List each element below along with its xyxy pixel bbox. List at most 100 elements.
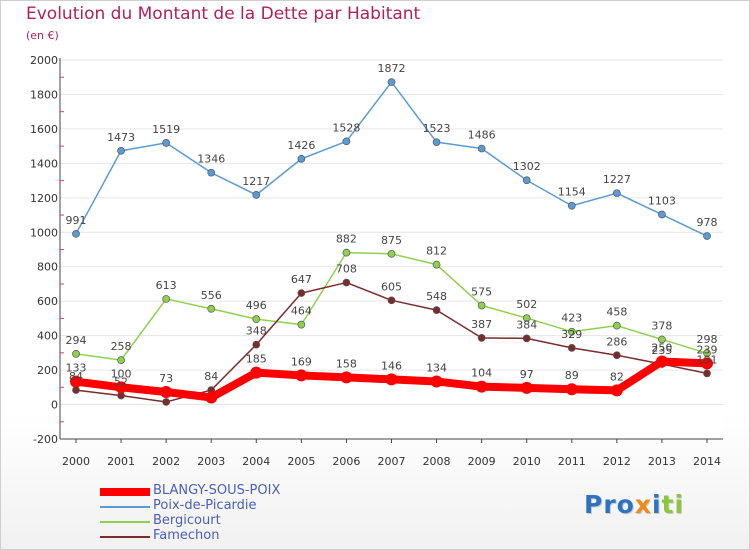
legend-swatch [100,536,150,538]
data-label-famechon: 286 [606,335,627,348]
data-label-bergicourt: 458 [606,306,627,319]
data-point-poix-de-picardie [252,191,261,199]
data-label-famechon: 708 [336,263,357,276]
y-tick-label: 1200 [30,192,58,205]
data-point-blangy-sous-poix [295,369,308,382]
data-label-bergicourt: 496 [246,299,267,312]
data-point-poix-de-picardie [658,210,666,219]
data-point-poix-de-picardie [567,201,576,210]
data-label-bergicourt: 613 [156,279,177,292]
data-label-famechon: 348 [246,325,267,338]
data-point-bergicourt [477,301,486,310]
data-point-bergicourt [297,320,306,329]
x-tick-label: 2013 [648,455,676,468]
data-point-blangy-sous-poix [610,384,623,397]
data-point-poix-de-picardie [522,176,531,185]
data-label-famechon: 235 [651,344,672,357]
data-point-bergicourt [72,350,80,358]
data-point-poix-de-picardie [613,189,621,198]
data-point-blangy-sous-poix [385,373,398,386]
data-point-bergicourt [613,321,621,330]
legend-swatch [100,488,150,496]
y-tick-label: 200 [37,364,58,377]
logo-part: i [651,490,662,519]
y-tick-label: 800 [37,261,58,274]
data-point-poix-de-picardie [117,146,125,155]
data-label-bergicourt: 378 [651,319,672,332]
data-point-bergicourt [117,356,125,364]
data-label-famechon: 548 [426,290,447,303]
data-point-poix-de-picardie [703,232,711,240]
x-tick-label: 2003 [197,455,225,468]
logo-part: ti [661,490,685,519]
data-point-blangy-sous-poix [250,366,263,379]
data-label-poix-de-picardie: 1103 [648,195,676,208]
data-label-famechon: 605 [381,280,402,293]
data-point-blangy-sous-poix [475,380,488,393]
data-label-blangy-sous-poix: 104 [471,367,492,380]
data-label-blangy-sous-poix: 133 [66,362,87,375]
data-label-famechon: 329 [561,328,582,341]
data-point-poix-de-picardie [162,139,170,147]
data-point-poix-de-picardie [297,155,306,163]
data-label-famechon: 387 [471,318,492,331]
data-point-blangy-sous-poix [520,381,533,394]
data-point-famechon [162,398,170,406]
x-tick-label: 2000 [62,455,90,468]
legend-label: BLANGY-SOUS-POIX [153,483,281,498]
data-label-poix-de-picardie: 1523 [423,122,451,135]
legend-label: Famechon [153,528,220,543]
data-point-poix-de-picardie [432,138,441,147]
y-tick-label: 1600 [30,123,58,136]
data-point-blangy-sous-poix [340,371,353,384]
data-label-bergicourt: 875 [381,234,402,247]
y-tick-label: 0 [51,399,58,412]
data-label-blangy-sous-poix: 185 [246,353,267,366]
data-point-bergicourt [207,304,216,313]
data-point-poix-de-picardie [477,144,486,153]
data-label-poix-de-picardie: 1217 [242,175,270,188]
y-tick-label: -200 [33,433,58,446]
data-label-blangy-sous-poix: 239 [697,343,718,356]
y-tick-label: 1800 [30,88,58,101]
data-label-poix-de-picardie: 1346 [197,153,225,166]
data-point-blangy-sous-poix [565,383,578,396]
data-point-bergicourt [522,314,531,322]
data-label-poix-de-picardie: 1473 [107,131,135,144]
x-tick-label: 2001 [107,455,135,468]
data-label-poix-de-picardie: 1154 [558,186,586,199]
legend-swatch [100,521,150,523]
data-point-bergicourt [252,315,261,323]
data-point-famechon [297,289,306,297]
data-label-poix-de-picardie: 1426 [287,139,315,152]
data-point-bergicourt [387,249,396,258]
data-label-blangy-sous-poix: 97 [520,368,534,381]
data-label-famechon: 647 [291,273,312,286]
data-label-famechon: 384 [516,318,537,331]
data-label-blangy-sous-poix: 73 [159,372,173,385]
data-point-poix-de-picardie [342,137,351,146]
data-label-famechon: 84 [69,370,83,383]
data-label-blangy-sous-poix: 134 [426,361,447,374]
data-point-bergicourt [703,349,711,358]
y-tick-label: 2000 [30,54,58,67]
data-point-famechon [342,278,351,287]
chart-unit-label: (en €) [26,29,59,42]
data-label-blangy-sous-poix: 250 [651,341,672,354]
legend-swatch [100,506,150,508]
data-label-bergicourt: 882 [336,233,357,246]
data-label-famechon: 84 [204,370,218,383]
data-label-poix-de-picardie: 1872 [378,62,406,75]
data-label-blangy-sous-poix: 146 [381,359,402,372]
data-point-famechon [477,334,486,342]
data-label-blangy-sous-poix: 89 [565,369,579,382]
data-point-famechon [567,344,576,352]
data-point-famechon [432,306,441,314]
x-tick-label: 2005 [287,455,315,468]
data-label-bergicourt: 812 [426,245,447,258]
data-label-bergicourt: 464 [291,305,312,318]
data-label-bergicourt: 502 [516,298,537,311]
x-tick-label: 2011 [558,455,586,468]
data-label-poix-de-picardie: 1519 [152,123,180,136]
